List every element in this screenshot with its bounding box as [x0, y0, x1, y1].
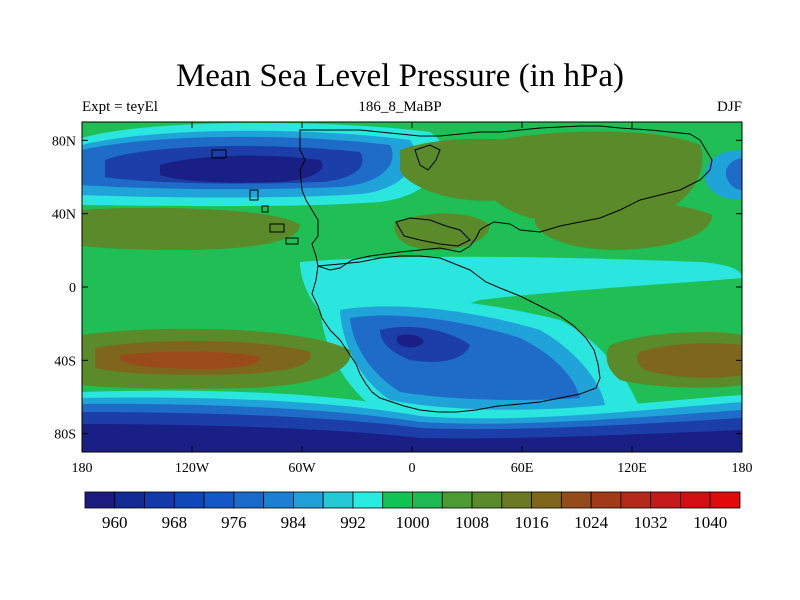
x-tick-label: 180	[732, 461, 753, 476]
island-outline-1	[211, 149, 227, 159]
colorbar-swatch	[144, 491, 175, 509]
x-tick-label: 0	[409, 461, 416, 476]
colorbar-swatch	[382, 491, 413, 509]
northeast-pacific-low-core	[725, 158, 742, 190]
colorbar-label: 1040	[693, 513, 727, 532]
y-tick-label: 40N	[52, 208, 76, 223]
colorbar-swatch	[203, 491, 235, 509]
island-outline-2	[249, 189, 259, 201]
colorbar-swatch	[412, 491, 443, 509]
south-africa-low-center	[396, 334, 424, 348]
island-outline-5	[285, 237, 299, 245]
colorbar-swatch	[114, 491, 145, 509]
y-tick-label: 0	[69, 281, 76, 296]
y-tick-label: 80N	[52, 134, 76, 149]
colorbar-label: 1032	[634, 513, 668, 532]
aleutian-deep-low	[160, 155, 323, 183]
island-outline-3	[261, 205, 269, 213]
gondwana-outline	[311, 255, 601, 413]
atlantic-subtropical-high	[394, 213, 490, 251]
colorbar-swatch	[620, 491, 652, 509]
y-tick-label: 40S	[54, 354, 76, 369]
continent-outlines	[211, 125, 713, 413]
x-tick-label: 120E	[617, 461, 647, 476]
colorbar-swatch	[680, 491, 711, 509]
pressure-field	[82, 122, 742, 452]
colorbar-swatch	[531, 491, 562, 509]
colorbar-swatch	[322, 491, 354, 509]
asia-high-south-lobe	[535, 202, 712, 250]
colorbar-swatch	[233, 491, 265, 509]
colorbar-swatch	[84, 491, 116, 509]
colorbar-swatch	[352, 491, 384, 509]
subtitle-left: Expt = teyEl	[82, 99, 158, 115]
map-title: Mean Sea Level Pressure (in hPa)	[175, 58, 625, 94]
x-tick-label: 60W	[288, 461, 316, 476]
x-tick-label: 180	[72, 461, 93, 476]
colorbar-label: 1016	[515, 513, 549, 532]
colorbar-swatch	[173, 491, 205, 509]
colorbar: 960 968 976 984 992 1000 1008 1016 1024 1032 1040	[84, 491, 741, 532]
colorbar-label: 968	[162, 513, 188, 532]
tethys-coast-outline	[395, 217, 471, 247]
colorbar-label: 984	[281, 513, 307, 532]
interior-seaway-outline	[414, 144, 441, 171]
colorbar-swatch	[709, 491, 741, 509]
island-outline-4	[269, 223, 285, 233]
colorbar-swatch	[501, 491, 532, 509]
colorbar-swatch	[471, 491, 503, 509]
colorbar-label: 1000	[396, 513, 430, 532]
antarctic-belt-5	[82, 424, 742, 452]
south-indian-high-inner	[637, 343, 742, 378]
colorbar-label: 960	[102, 513, 128, 532]
south-pacific-high-core	[120, 351, 261, 369]
colorbar-label: 1008	[455, 513, 489, 532]
colorbar-swatch	[263, 491, 294, 509]
x-tick-label: 120W	[175, 461, 210, 476]
colorbar-swatch	[650, 491, 681, 509]
x-tick-label: 60E	[511, 461, 534, 476]
laurasia-west-outline	[299, 125, 713, 271]
y-tick-label: 80S	[54, 428, 76, 443]
colorbar-swatch	[590, 491, 622, 509]
colorbar-swatch	[441, 491, 473, 509]
map-axes: 180 120W 60W 0 60E 120E 180 80N 40N 0 40S 80S	[52, 122, 753, 476]
eurasia-high	[495, 131, 703, 225]
colorbar-label: 1024	[574, 513, 609, 532]
subtitle-right: DJF	[716, 99, 742, 115]
colorbar-swatch	[560, 491, 592, 509]
subtitle-center: 186_8_MaBP	[358, 99, 442, 115]
colorbar-label: 976	[221, 513, 247, 532]
colorbar-swatch	[293, 491, 324, 509]
colorbar-label: 992	[340, 513, 366, 532]
north-subtropical-high	[82, 207, 300, 250]
